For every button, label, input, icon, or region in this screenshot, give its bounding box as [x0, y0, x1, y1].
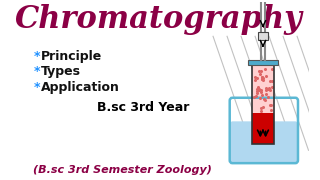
FancyBboxPatch shape — [231, 121, 297, 162]
Text: B.sc 3rd Year: B.sc 3rd Year — [97, 101, 189, 114]
Text: *: * — [34, 66, 40, 78]
Bar — [252, 65, 274, 144]
Text: Application: Application — [41, 81, 119, 94]
Bar — [252, 65, 274, 144]
Text: Types: Types — [41, 66, 81, 78]
Bar — [252, 113, 274, 144]
Text: (B.sc 3rd Semester Zoology): (B.sc 3rd Semester Zoology) — [33, 165, 212, 175]
Text: Chromatography: Chromatography — [15, 4, 303, 35]
Bar — [252, 65, 274, 113]
Text: *: * — [34, 50, 40, 63]
Text: *: * — [34, 81, 40, 94]
Text: Principle: Principle — [41, 50, 102, 63]
Bar — [258, 32, 268, 40]
Bar — [248, 60, 278, 65]
